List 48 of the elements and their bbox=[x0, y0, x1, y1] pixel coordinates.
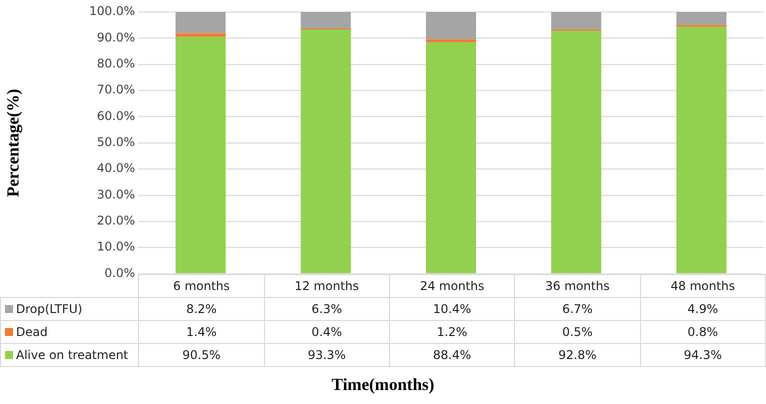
data-label: 93.3% bbox=[264, 343, 390, 366]
data-label: 8.2% bbox=[138, 297, 264, 320]
data-label: 6.7% bbox=[514, 297, 640, 320]
bar bbox=[676, 12, 726, 25]
data-label: 1.2% bbox=[389, 320, 515, 344]
y-axis-title: Percentage(%) bbox=[4, 88, 23, 198]
x-tick-label: 6 months bbox=[138, 274, 264, 298]
bar bbox=[676, 26, 726, 274]
y-tick-label: 0.0% bbox=[104, 266, 135, 280]
data-label: 90.5% bbox=[138, 343, 264, 366]
bar bbox=[426, 39, 476, 42]
y-tick-label: 60.0% bbox=[96, 108, 135, 123]
data-label: 6.3% bbox=[264, 297, 390, 320]
y-tick-label: 20.0% bbox=[96, 214, 135, 228]
x-tick-label: 24 months bbox=[389, 274, 515, 298]
y-tick-label: 70.0% bbox=[96, 82, 135, 97]
bar bbox=[176, 36, 226, 274]
data-label: 0.8% bbox=[640, 320, 766, 344]
x-tick-label: 48 months bbox=[640, 274, 766, 298]
data-label: 0.4% bbox=[264, 320, 390, 344]
bar bbox=[300, 30, 351, 274]
y-tick-label: 30.0% bbox=[96, 187, 135, 202]
bar bbox=[176, 33, 226, 37]
data-label: 92.8% bbox=[514, 343, 640, 366]
data-label: 88.4% bbox=[389, 343, 515, 366]
bar bbox=[426, 42, 476, 274]
bar bbox=[300, 12, 351, 28]
bar bbox=[551, 30, 602, 274]
y-tick-label: 40.0% bbox=[96, 161, 135, 176]
y-tick-label: 10.0% bbox=[96, 240, 135, 254]
bar bbox=[176, 12, 226, 34]
data-label: 94.3% bbox=[640, 343, 766, 366]
data-label: 4.9% bbox=[640, 297, 766, 320]
x-tick-label: 12 months bbox=[264, 274, 390, 298]
data-label: 1.4% bbox=[138, 320, 264, 344]
x-tick-label: 36 months bbox=[514, 274, 640, 298]
legend-label: Alive on treatment bbox=[0, 343, 139, 366]
legend-label: Dead bbox=[0, 320, 139, 344]
bar bbox=[551, 12, 602, 30]
x-axis-title: Time(months) bbox=[330, 374, 436, 395]
y-tick-label: 50.0% bbox=[96, 135, 135, 150]
y-tick-label: 80.0% bbox=[96, 56, 135, 70]
data-label: 0.5% bbox=[514, 320, 640, 344]
bar bbox=[426, 12, 476, 40]
y-tick-label: 100.0% bbox=[89, 4, 135, 18]
legend-label: Drop(LTFU) bbox=[0, 297, 139, 320]
data-label: 10.4% bbox=[389, 297, 515, 320]
y-tick-label: 90.0% bbox=[96, 30, 135, 44]
